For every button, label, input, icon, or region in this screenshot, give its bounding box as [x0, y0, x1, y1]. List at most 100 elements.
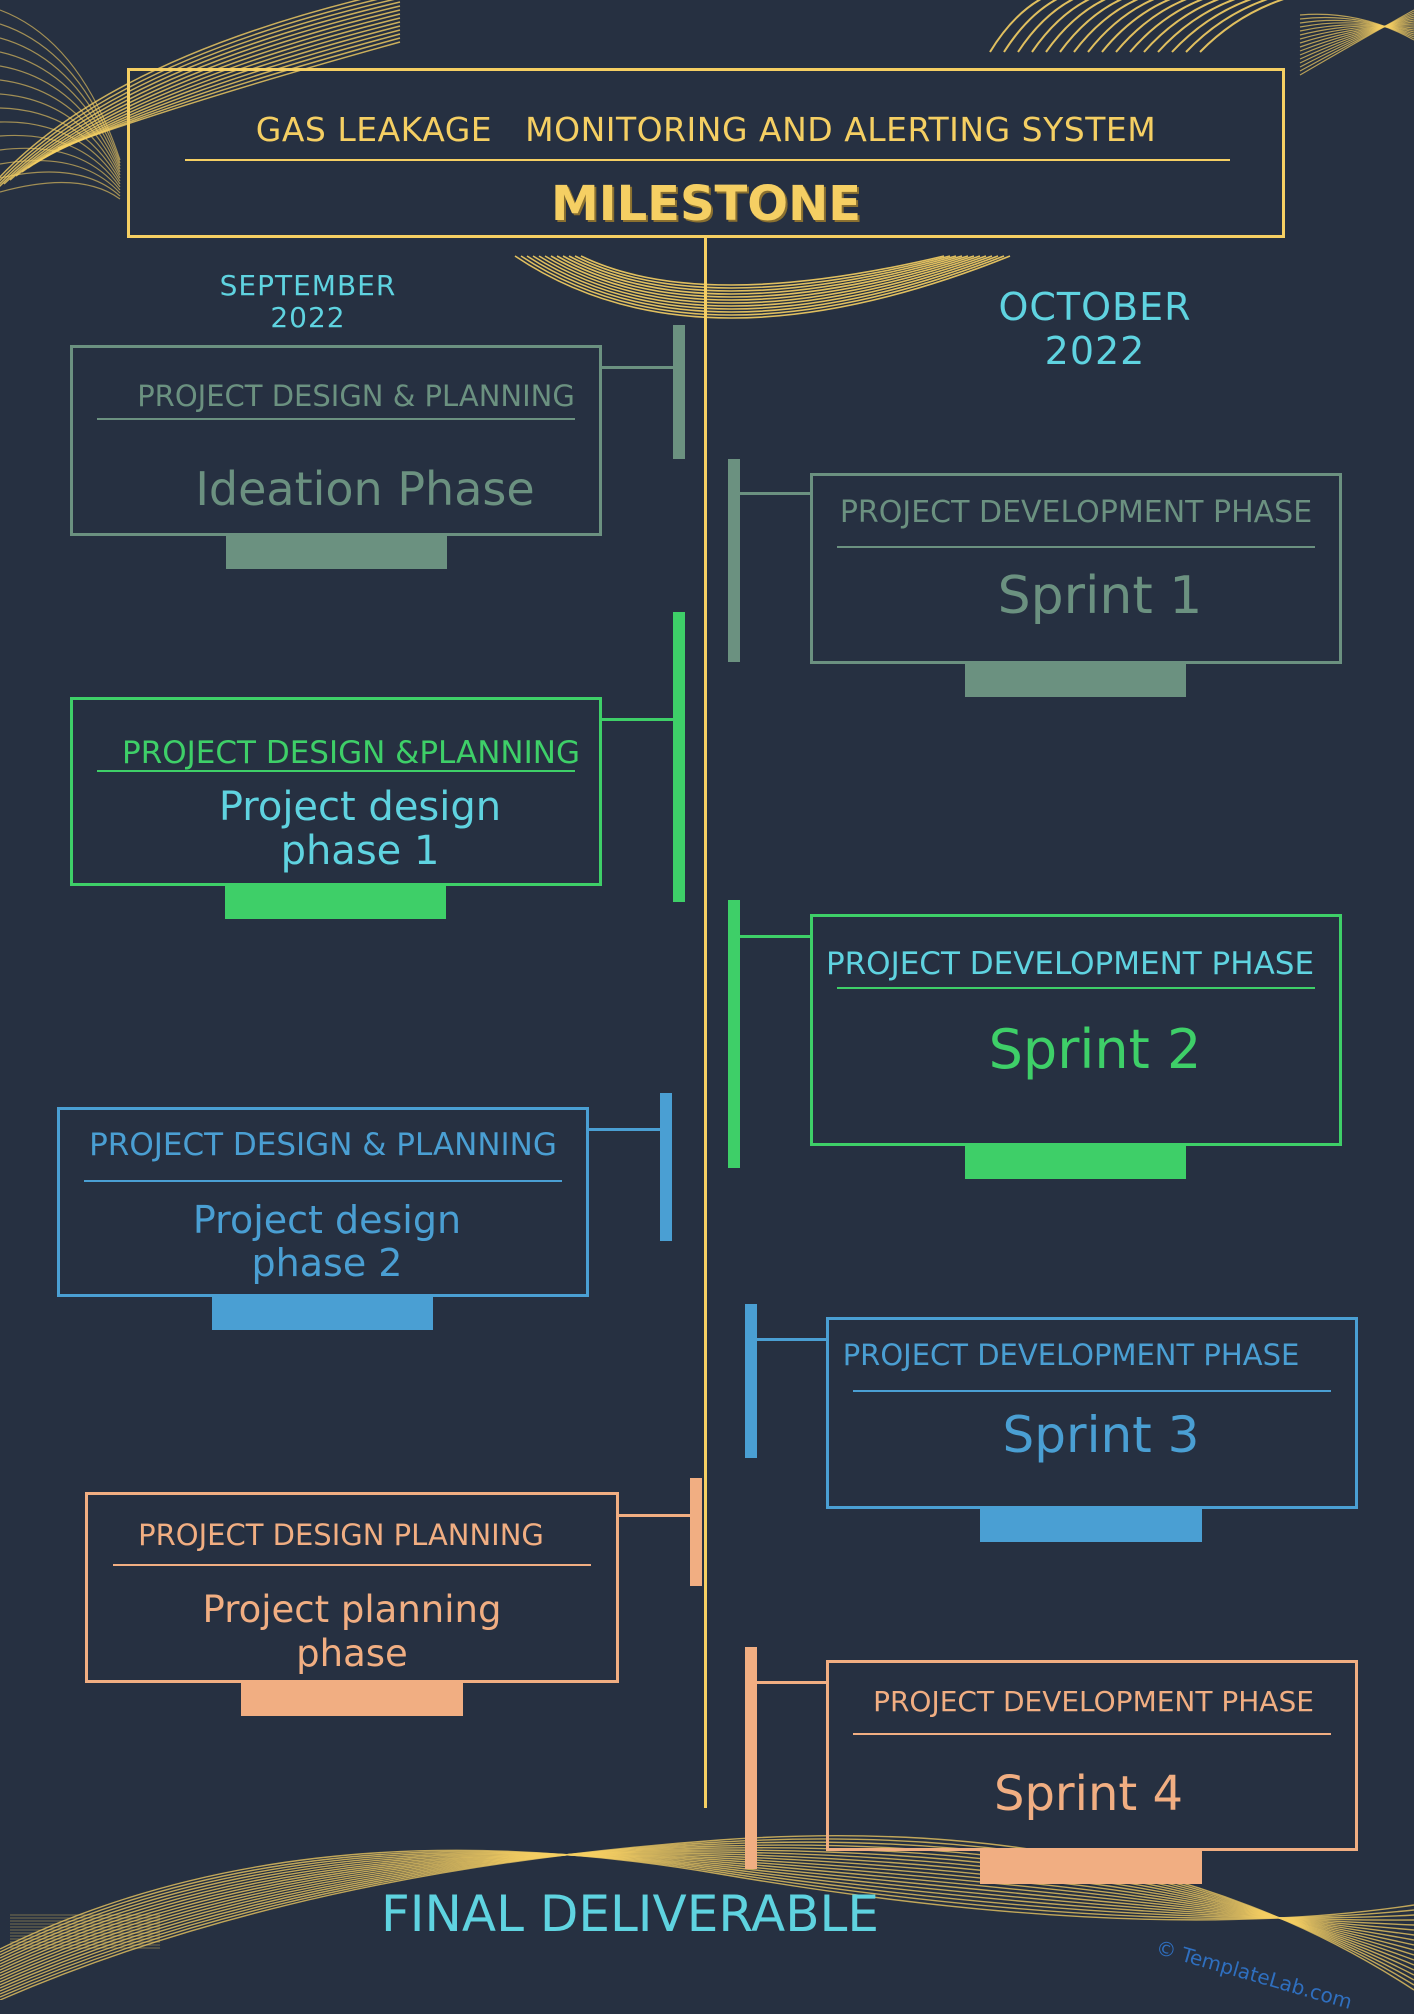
card-divider: [837, 546, 1315, 548]
card-category: PROJECT DESIGN & PLANNING: [89, 1127, 557, 1163]
connector: [738, 935, 812, 938]
decorative-curve: [526, 255, 999, 313]
decorative-curve: [550, 255, 975, 301]
decorative-curve: [544, 255, 981, 304]
card-tab: [980, 1851, 1202, 1884]
decorative-curve: [0, 1853, 1414, 1974]
decorative-curve: [1199, 0, 1285, 53]
card-title: Sprint 1: [997, 566, 1203, 626]
decorative-curve: [1299, 25, 1414, 40]
decorative-curve: [1299, 13, 1414, 68]
card-divider: [97, 418, 575, 420]
timeline-marker: [728, 900, 740, 1168]
decorative-curve: [538, 255, 987, 307]
card-category: PROJECT DESIGN &PLANNING: [122, 735, 580, 771]
card-tab: [965, 664, 1186, 697]
decorative-curve: [1185, 0, 1268, 53]
decorative-curve: [0, 107, 121, 182]
decorative-curve: [1299, 21, 1414, 52]
decorative-curve: [0, 1849, 1414, 1986]
card-title: Sprint 2: [988, 1018, 1202, 1081]
decorative-curve: [0, 1851, 1414, 1956]
card-category: PROJECT DEVELOPMENT PHASE: [839, 495, 1313, 530]
decorative-curve: [580, 255, 945, 286]
decorative-curve: [57, 41, 401, 149]
decorative-curve: [0, 0, 362, 179]
decorative-curve: [1059, 0, 1123, 53]
card-category: PROJECT DEVELOPMENT PHASE: [825, 946, 1315, 982]
card-divider: [84, 1180, 562, 1182]
connector: [738, 492, 812, 495]
decorative-curve: [1073, 0, 1139, 53]
decorative-curve: [0, 1844, 1414, 1992]
decorative-curve: [568, 255, 957, 292]
decorative-curve: [1299, 24, 1414, 33]
decorative-curve: [1299, 15, 1414, 64]
decorative-curve: [0, 93, 121, 179]
decorative-curve: [1129, 0, 1204, 53]
decorative-curve: [1299, 13, 1414, 41]
card-title: Ideation Phase: [195, 462, 535, 516]
card-tab: [225, 886, 446, 919]
card-title: Project design phase 2: [192, 1198, 462, 1285]
decorative-curve: [556, 255, 969, 298]
decorative-curve: [0, 1, 401, 188]
decorative-curve: [0, 1835, 1414, 2000]
decorative-curve: [1299, 16, 1414, 39]
connector: [600, 366, 675, 369]
decorative-curve: [0, 121, 121, 185]
title-divider: [185, 159, 1230, 161]
decorative-curve: [0, 159, 121, 194]
card-tab: [212, 1297, 433, 1330]
decorative-curve: [0, 134, 121, 188]
decorative-curve: [532, 255, 993, 310]
decorative-curve: [1299, 25, 1414, 44]
timeline-marker: [673, 325, 685, 459]
decorative-curve: [0, 1853, 1414, 1962]
month-label-october: OCTOBER 2022: [998, 285, 1192, 373]
card-divider: [837, 987, 1315, 989]
decorative-curve: [1003, 0, 1058, 53]
decorative-curve: [0, 23, 121, 164]
decorative-curve: [0, 1853, 1414, 1965]
card-title: Sprint 3: [1002, 1406, 1200, 1464]
title-frame: [127, 68, 1285, 238]
decorative-curve: [1299, 19, 1414, 37]
card-category: PROJECT DEVELOPMENT PHASE: [842, 1338, 1300, 1372]
decorative-curve: [0, 1851, 1414, 1983]
decorative-curve: [1299, 25, 1414, 36]
decorative-curve: [0, 79, 121, 176]
decorative-curve: [0, 37, 121, 167]
card-tab: [226, 536, 447, 569]
decorative-curve: [1045, 0, 1107, 53]
decorative-curve: [0, 0, 395, 185]
decorative-curve: [0, 9, 121, 161]
timeline-marker: [690, 1478, 702, 1586]
connector: [587, 1128, 662, 1131]
milestone-card-design-phase-1: [70, 697, 602, 886]
decorative-curve: [0, 147, 121, 191]
decorative-curve: [989, 0, 1042, 53]
decorative-curve: [0, 171, 121, 197]
card-category: PROJECT DESIGN & PLANNING: [137, 379, 575, 413]
milestone-card-sprint-3: [826, 1317, 1358, 1509]
decorative-curve: [1299, 19, 1414, 56]
connector: [617, 1514, 692, 1517]
card-title: Project design phase 1: [218, 784, 502, 874]
decorative-curve: [574, 255, 951, 289]
decorative-curve: [1143, 0, 1220, 53]
project-title: GAS LEAKAGE MONITORING AND ALERTING SYST…: [255, 110, 1157, 149]
decorative-curve: [0, 1841, 1414, 1995]
decorative-curve: [1101, 0, 1171, 53]
timeline-marker: [673, 612, 685, 902]
milestone-heading: MILESTONE: [550, 176, 862, 232]
final-deliverable-label: FINAL DELIVERABLE: [380, 1885, 880, 1943]
timeline-spine: [704, 238, 707, 1808]
milestone-card-sprint-4: [826, 1660, 1358, 1851]
decorative-curve: [21, 17, 401, 173]
decorative-curve: [1299, 17, 1414, 60]
connector: [755, 1681, 828, 1684]
milestone-card-sprint-1: [810, 473, 1342, 664]
decorative-curve: [1031, 0, 1090, 53]
decorative-curve: [3, 5, 401, 185]
